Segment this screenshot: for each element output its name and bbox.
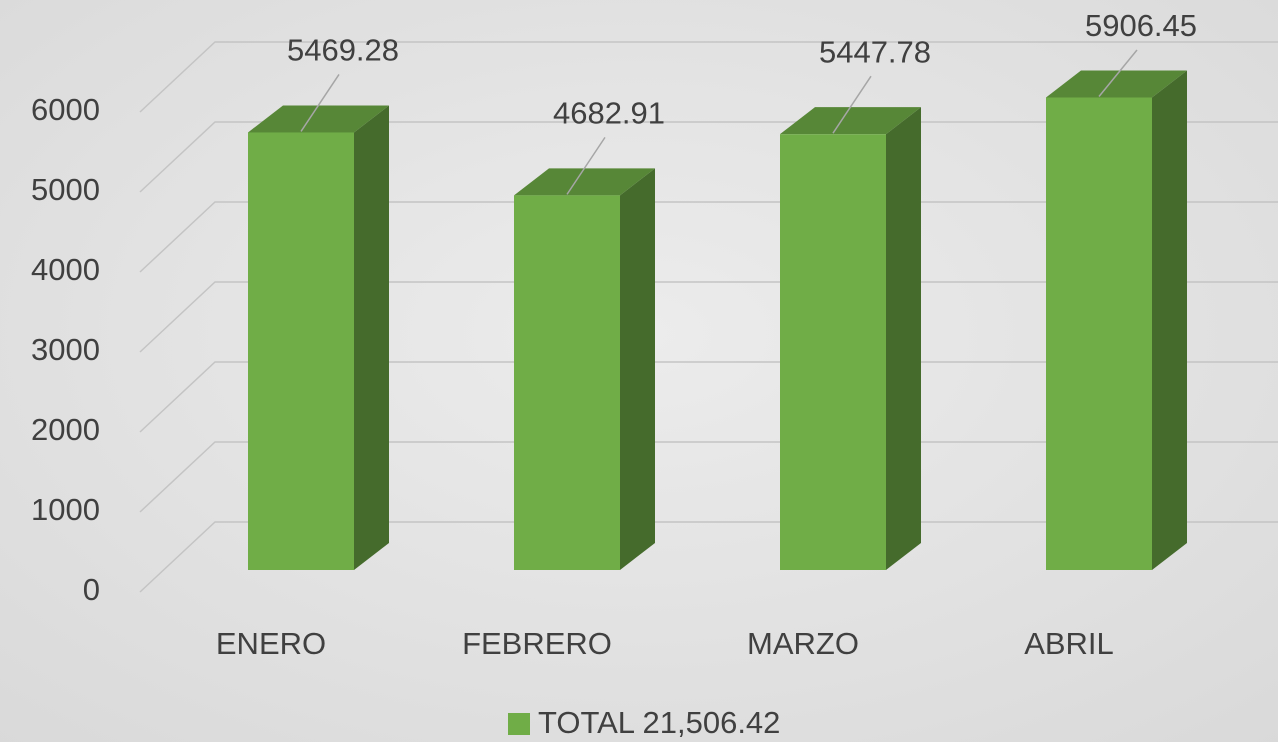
- y-tick-label: 0: [83, 572, 100, 607]
- data-label: 4682.91: [553, 96, 665, 131]
- x-tick-label: ABRIL: [1024, 626, 1114, 661]
- x-tick-label: FEBRERO: [462, 626, 612, 661]
- y-tick-label: 4000: [31, 252, 100, 287]
- y-tick-label: 3000: [31, 332, 100, 367]
- bar-side: [620, 168, 655, 570]
- bar: [248, 132, 354, 570]
- y-tick-label: 5000: [31, 172, 100, 207]
- data-label: 5447.78: [819, 34, 931, 69]
- x-tick-label: MARZO: [747, 626, 859, 661]
- data-label: 5906.45: [1085, 8, 1197, 43]
- data-label: 5469.28: [287, 33, 399, 68]
- bar: [1046, 97, 1152, 570]
- x-tick-label: ENERO: [216, 626, 326, 661]
- legend-label: TOTAL 21,506.42: [538, 705, 780, 740]
- bar-side: [354, 105, 389, 570]
- bar: [780, 134, 886, 570]
- legend-swatch: [508, 713, 530, 735]
- bar-side: [1152, 70, 1187, 570]
- chart: 0 1000 2000 3000 4000 5000 6000 ENERO FEBRERO MAR…: [0, 0, 1278, 742]
- y-tick-label: 6000: [31, 92, 100, 127]
- bar: [514, 195, 620, 570]
- page: {"chart_data": {"type": "bar3d", "catego…: [0, 0, 1278, 742]
- y-tick-label: 2000: [31, 412, 100, 447]
- y-tick-label: 1000: [31, 492, 100, 527]
- bar-side: [886, 107, 921, 570]
